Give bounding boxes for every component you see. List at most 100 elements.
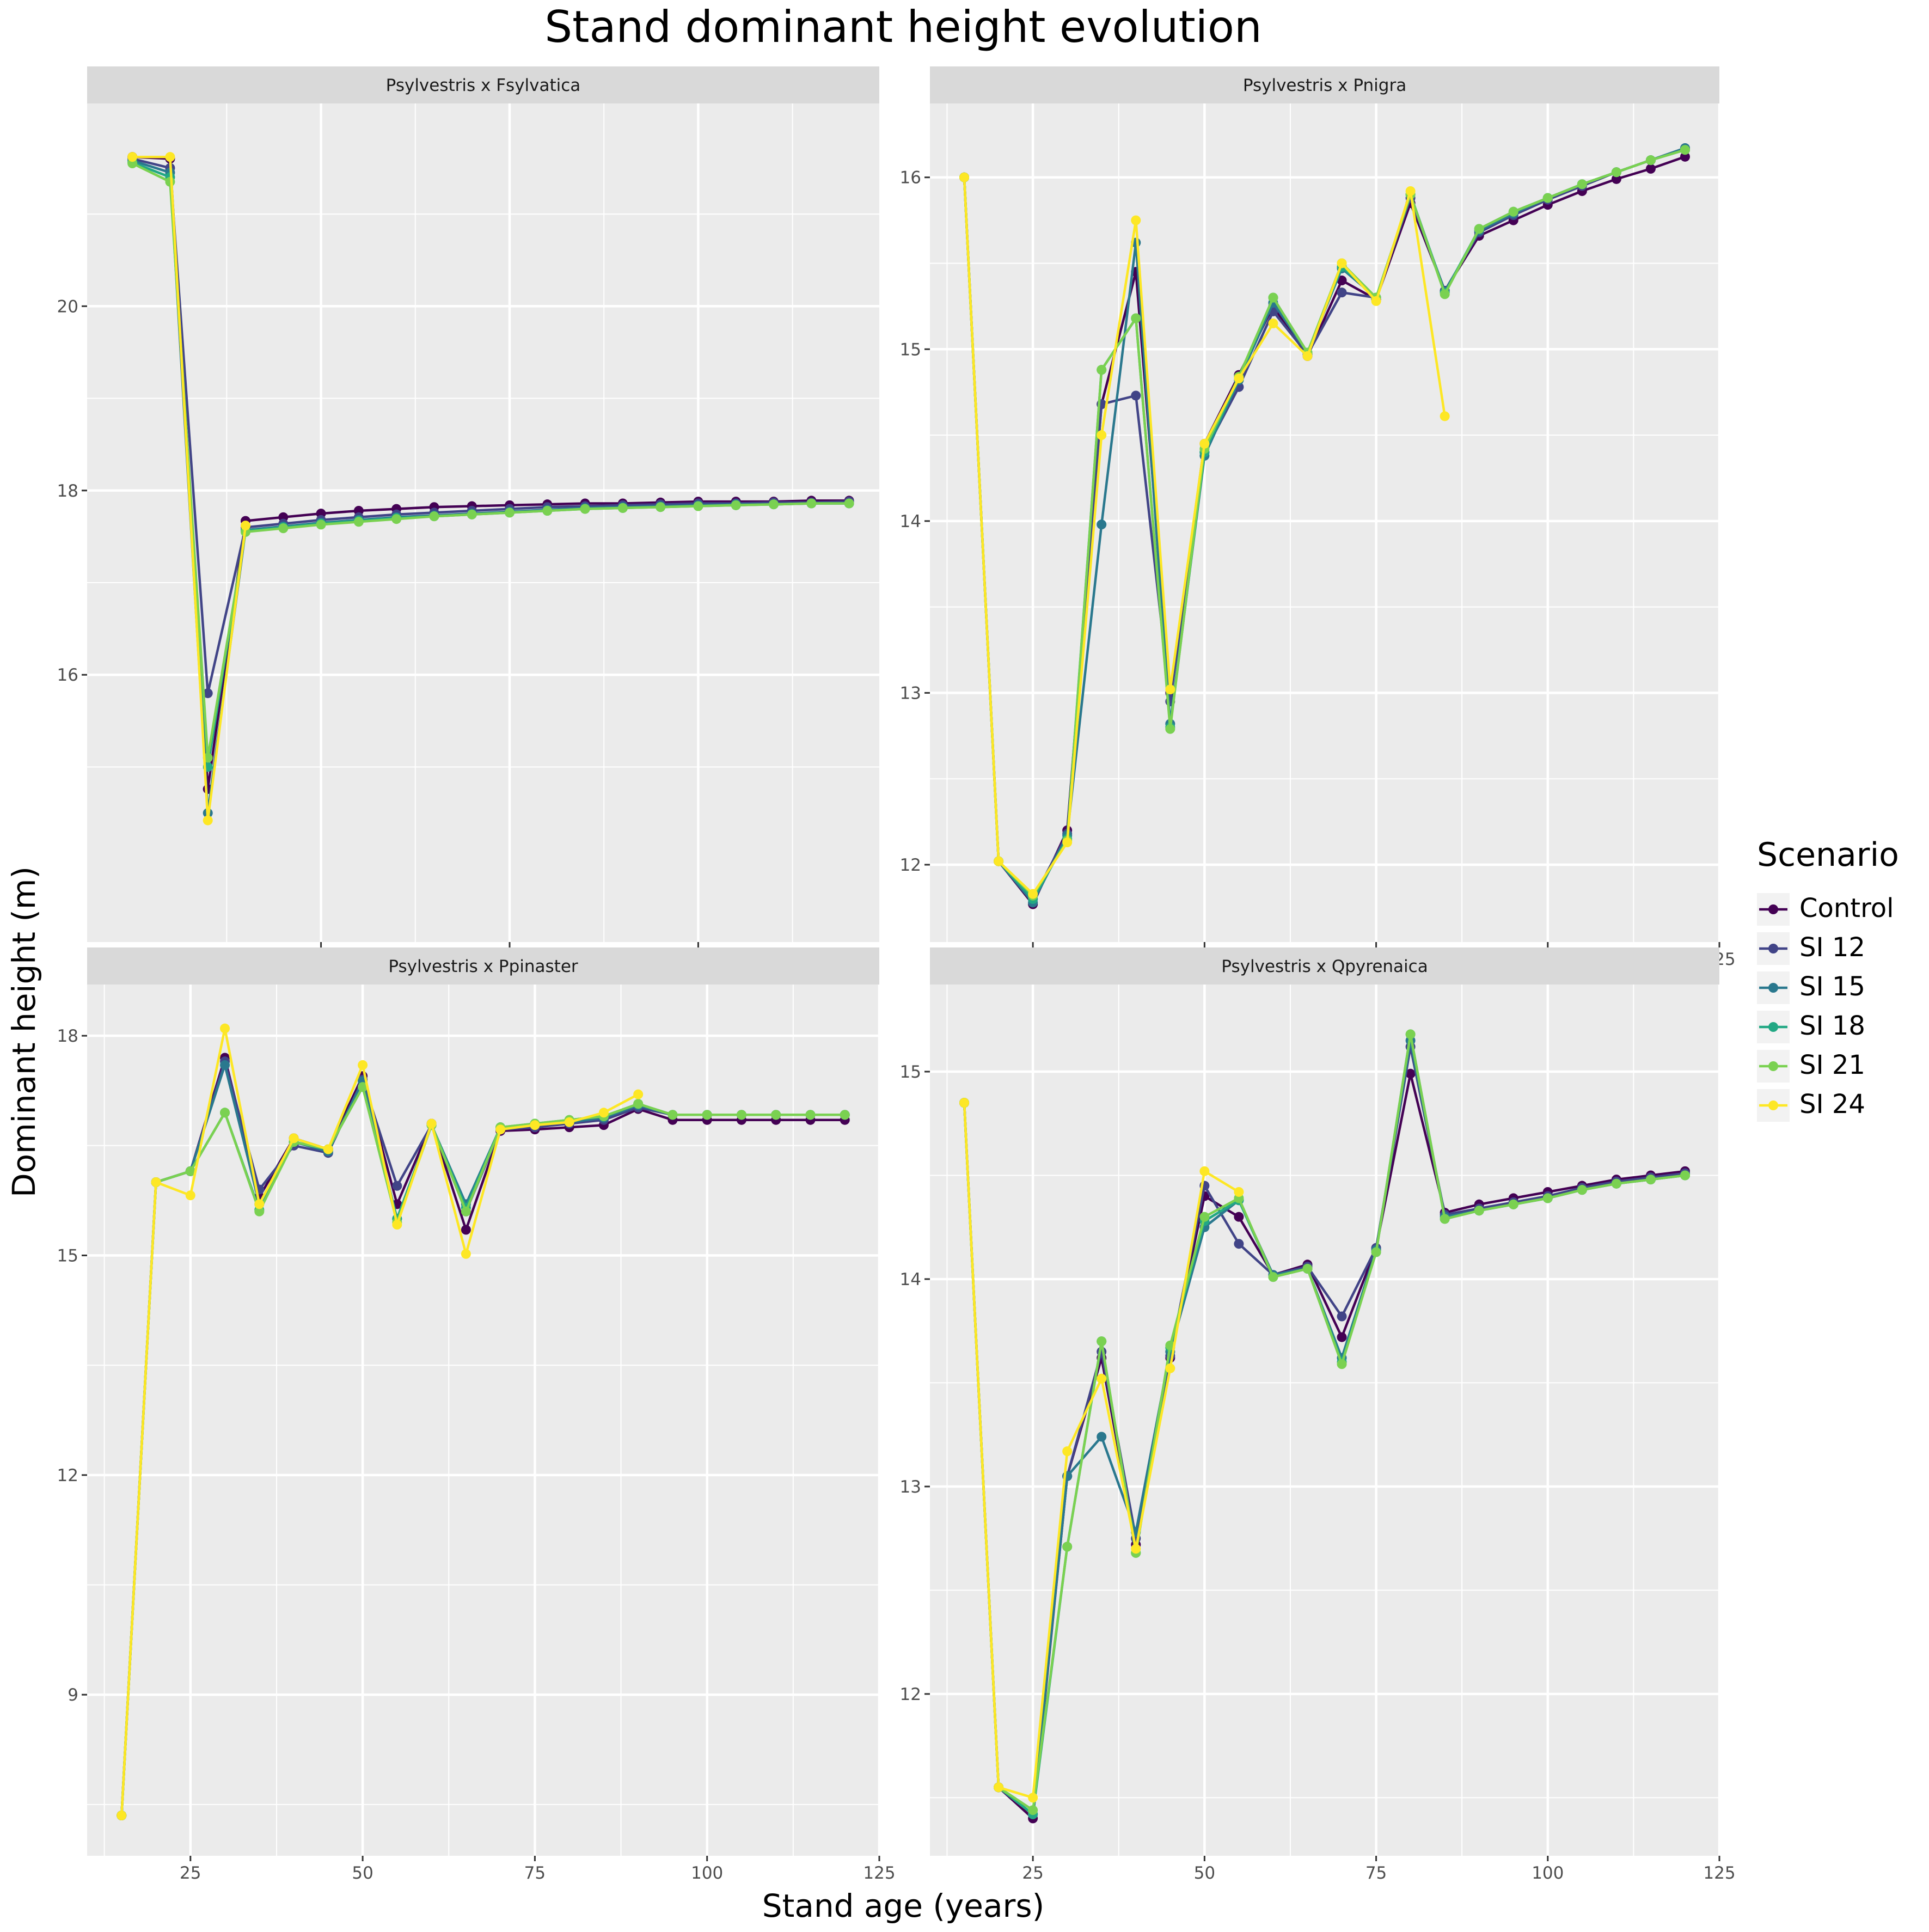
data-point-control <box>1234 1212 1244 1222</box>
series-line-control <box>132 155 849 791</box>
x-tick-label: 125 <box>1703 1863 1735 1883</box>
data-point-si-24 <box>241 521 250 531</box>
x-tick-label: 75 <box>524 1863 546 1883</box>
series-line-si-21 <box>120 1085 845 1816</box>
y-tick-label: 12 <box>900 855 921 875</box>
legend-label: SI 21 <box>1799 1050 1865 1080</box>
data-point-si-21 <box>1680 1170 1690 1181</box>
y-tick-label: 20 <box>57 297 78 316</box>
legend-key-point <box>1768 1061 1778 1071</box>
data-point-si-24 <box>392 1220 402 1230</box>
series-si-21 <box>127 158 854 763</box>
data-point-si-21 <box>1097 1336 1107 1347</box>
data-point-si-24 <box>994 856 1004 866</box>
data-point-control <box>1611 174 1621 184</box>
legend-entry-control: Control <box>1757 893 1894 926</box>
data-point-si-24 <box>1097 1373 1107 1384</box>
data-point-si-12 <box>1131 390 1141 401</box>
legend-entry-si-18: SI 18 <box>1757 1011 1865 1043</box>
data-point-si-12 <box>1337 1311 1347 1322</box>
legend-label: SI 24 <box>1799 1089 1865 1120</box>
series-si-24 <box>959 1098 1244 1803</box>
data-point-si-24 <box>1302 351 1313 361</box>
data-point-si-24 <box>1097 430 1107 441</box>
legend-key-point <box>1768 944 1778 953</box>
data-point-control <box>461 1225 471 1235</box>
data-point-si-21 <box>840 1110 850 1120</box>
data-point-si-24 <box>1028 889 1038 899</box>
data-point-si-21 <box>1097 365 1107 375</box>
data-point-si-24 <box>530 1120 540 1130</box>
x-tick-label: 125 <box>863 1863 895 1883</box>
data-point-si-24 <box>203 815 213 826</box>
data-point-si-24 <box>151 1177 161 1188</box>
legend-key-point <box>1768 1100 1778 1110</box>
panel-background <box>87 985 879 1856</box>
panel-psylvestris-x-pnigra: Psylvestris x Pnigra25507510012512131415… <box>900 66 1736 969</box>
data-point-si-24 <box>1165 1363 1175 1373</box>
legend-entry-si-21: SI 21 <box>1757 1050 1865 1083</box>
data-point-si-21 <box>1302 1263 1313 1274</box>
data-point-si-21 <box>771 1110 781 1120</box>
data-point-si-21 <box>353 517 364 527</box>
data-point-si-21 <box>429 511 439 522</box>
panel-strip-label: Psylvestris x Ppinaster <box>388 957 578 976</box>
data-point-si-24 <box>220 1023 230 1034</box>
data-point-si-21 <box>1645 1175 1656 1185</box>
data-point-si-24 <box>117 1811 127 1821</box>
facet-panels: Psylvestris x Fsylvatica 50 75 100 16 18 20 Psy… <box>57 66 1736 1883</box>
data-point-si-15 <box>1097 519 1107 530</box>
legend-label: SI 18 <box>1799 1011 1865 1041</box>
data-point-si-21 <box>1337 1359 1347 1369</box>
legend: Scenario Control SI 12 SI 15 SI 18 SI 21 SI 2… <box>1757 836 1899 1122</box>
data-point-si-21 <box>1199 1212 1210 1222</box>
data-point-si-21 <box>467 509 477 519</box>
panel-psylvestris-x-fsylvatica: Psylvestris x Fsylvatica5075100161820 <box>57 66 879 969</box>
legend-entry-si-15: SI 15 <box>1757 971 1865 1004</box>
data-point-si-21 <box>1062 1542 1073 1552</box>
data-point-si-21 <box>731 500 741 510</box>
data-point-si-21 <box>278 523 289 534</box>
legend-entry-si-12: SI 12 <box>1757 932 1865 965</box>
legend-label: Control <box>1799 893 1894 924</box>
data-point-si-24 <box>598 1108 609 1118</box>
y-tick-label: 15 <box>900 340 921 359</box>
y-tick-label: 14 <box>900 1270 921 1289</box>
y-tick-label: 13 <box>900 1477 921 1497</box>
y-axis-label: Dominant height (m) <box>5 866 42 1197</box>
series-si-24 <box>959 172 1450 899</box>
y-tick-label: 16 <box>900 168 921 188</box>
x-tick-label: 25 <box>1022 1863 1043 1883</box>
legend-label: SI 15 <box>1799 971 1865 1002</box>
data-point-si-24 <box>1199 438 1210 449</box>
data-point-si-12 <box>1337 288 1347 298</box>
panel-strip-label: Psylvestris x Qpyrenaica <box>1221 957 1428 976</box>
data-point-si-21 <box>1577 1185 1587 1195</box>
data-point-si-24 <box>1062 837 1073 847</box>
x-tick-label: 75 <box>1365 1863 1387 1883</box>
data-point-si-21 <box>1508 206 1518 217</box>
data-point-si-21 <box>1611 1178 1621 1189</box>
legend-key-point <box>1768 983 1778 993</box>
y-tick-label: 15 <box>57 1246 78 1265</box>
data-point-si-21 <box>805 1110 816 1120</box>
data-point-si-24 <box>959 1098 970 1108</box>
data-point-si-24 <box>1234 1187 1244 1197</box>
data-point-si-21 <box>505 508 515 518</box>
data-point-si-24 <box>165 152 175 162</box>
data-point-si-24 <box>959 172 970 182</box>
panel-strip-label: Psylvestris x Fsylvatica <box>386 76 581 95</box>
data-point-si-24 <box>564 1117 574 1127</box>
data-point-si-24 <box>495 1124 506 1135</box>
data-point-si-21 <box>1165 724 1175 734</box>
series-line-si-24 <box>132 155 247 822</box>
data-point-si-21 <box>1268 1272 1278 1282</box>
data-point-si-21 <box>1645 155 1656 166</box>
series-line-si-24 <box>120 1027 639 1816</box>
data-point-si-15 <box>220 1060 230 1070</box>
data-point-si-21 <box>693 501 703 511</box>
x-tick-label: 100 <box>691 1863 723 1883</box>
data-point-si-24 <box>994 1782 1004 1793</box>
data-point-si-24 <box>1028 1793 1038 1803</box>
